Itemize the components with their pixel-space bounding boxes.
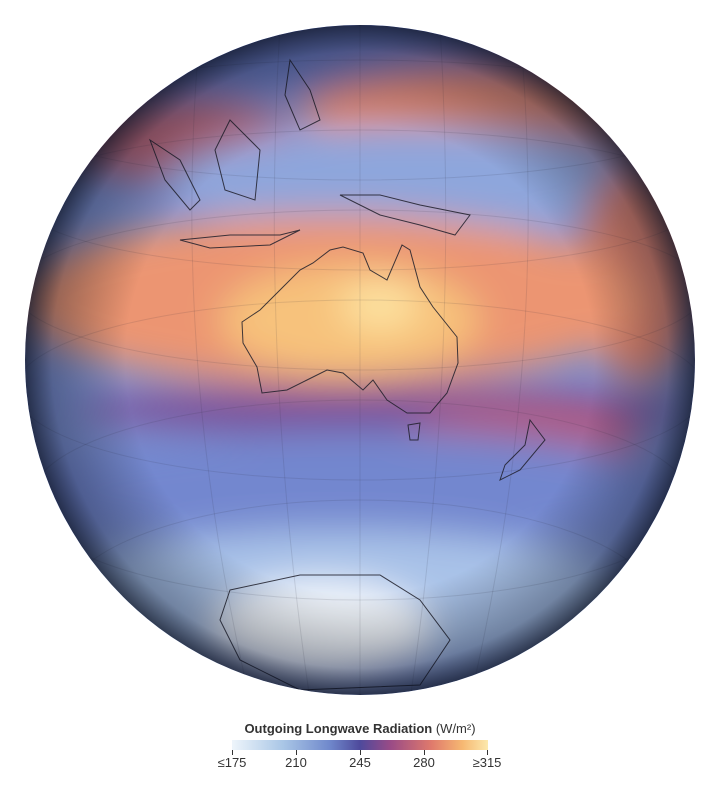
legend-unit: (W/m²) xyxy=(435,721,476,736)
legend-title-text: Outgoing Longwave Radiation xyxy=(244,721,433,736)
tick-label-min: ≤175 xyxy=(217,755,247,770)
tick-mark xyxy=(360,750,361,755)
tick-mark xyxy=(424,750,425,755)
tick-mark xyxy=(232,750,233,755)
tick-label: 280 xyxy=(413,755,435,770)
tick-mark xyxy=(487,750,488,755)
tick-label: 210 xyxy=(285,755,307,770)
globe-map xyxy=(25,25,695,695)
legend-title: Outgoing Longwave Radiation (W/m²) xyxy=(0,721,720,736)
tick-label: 245 xyxy=(349,755,371,770)
colorbar xyxy=(232,740,488,750)
tick-mark xyxy=(296,750,297,755)
tick-label-max: ≥315 xyxy=(472,755,502,770)
